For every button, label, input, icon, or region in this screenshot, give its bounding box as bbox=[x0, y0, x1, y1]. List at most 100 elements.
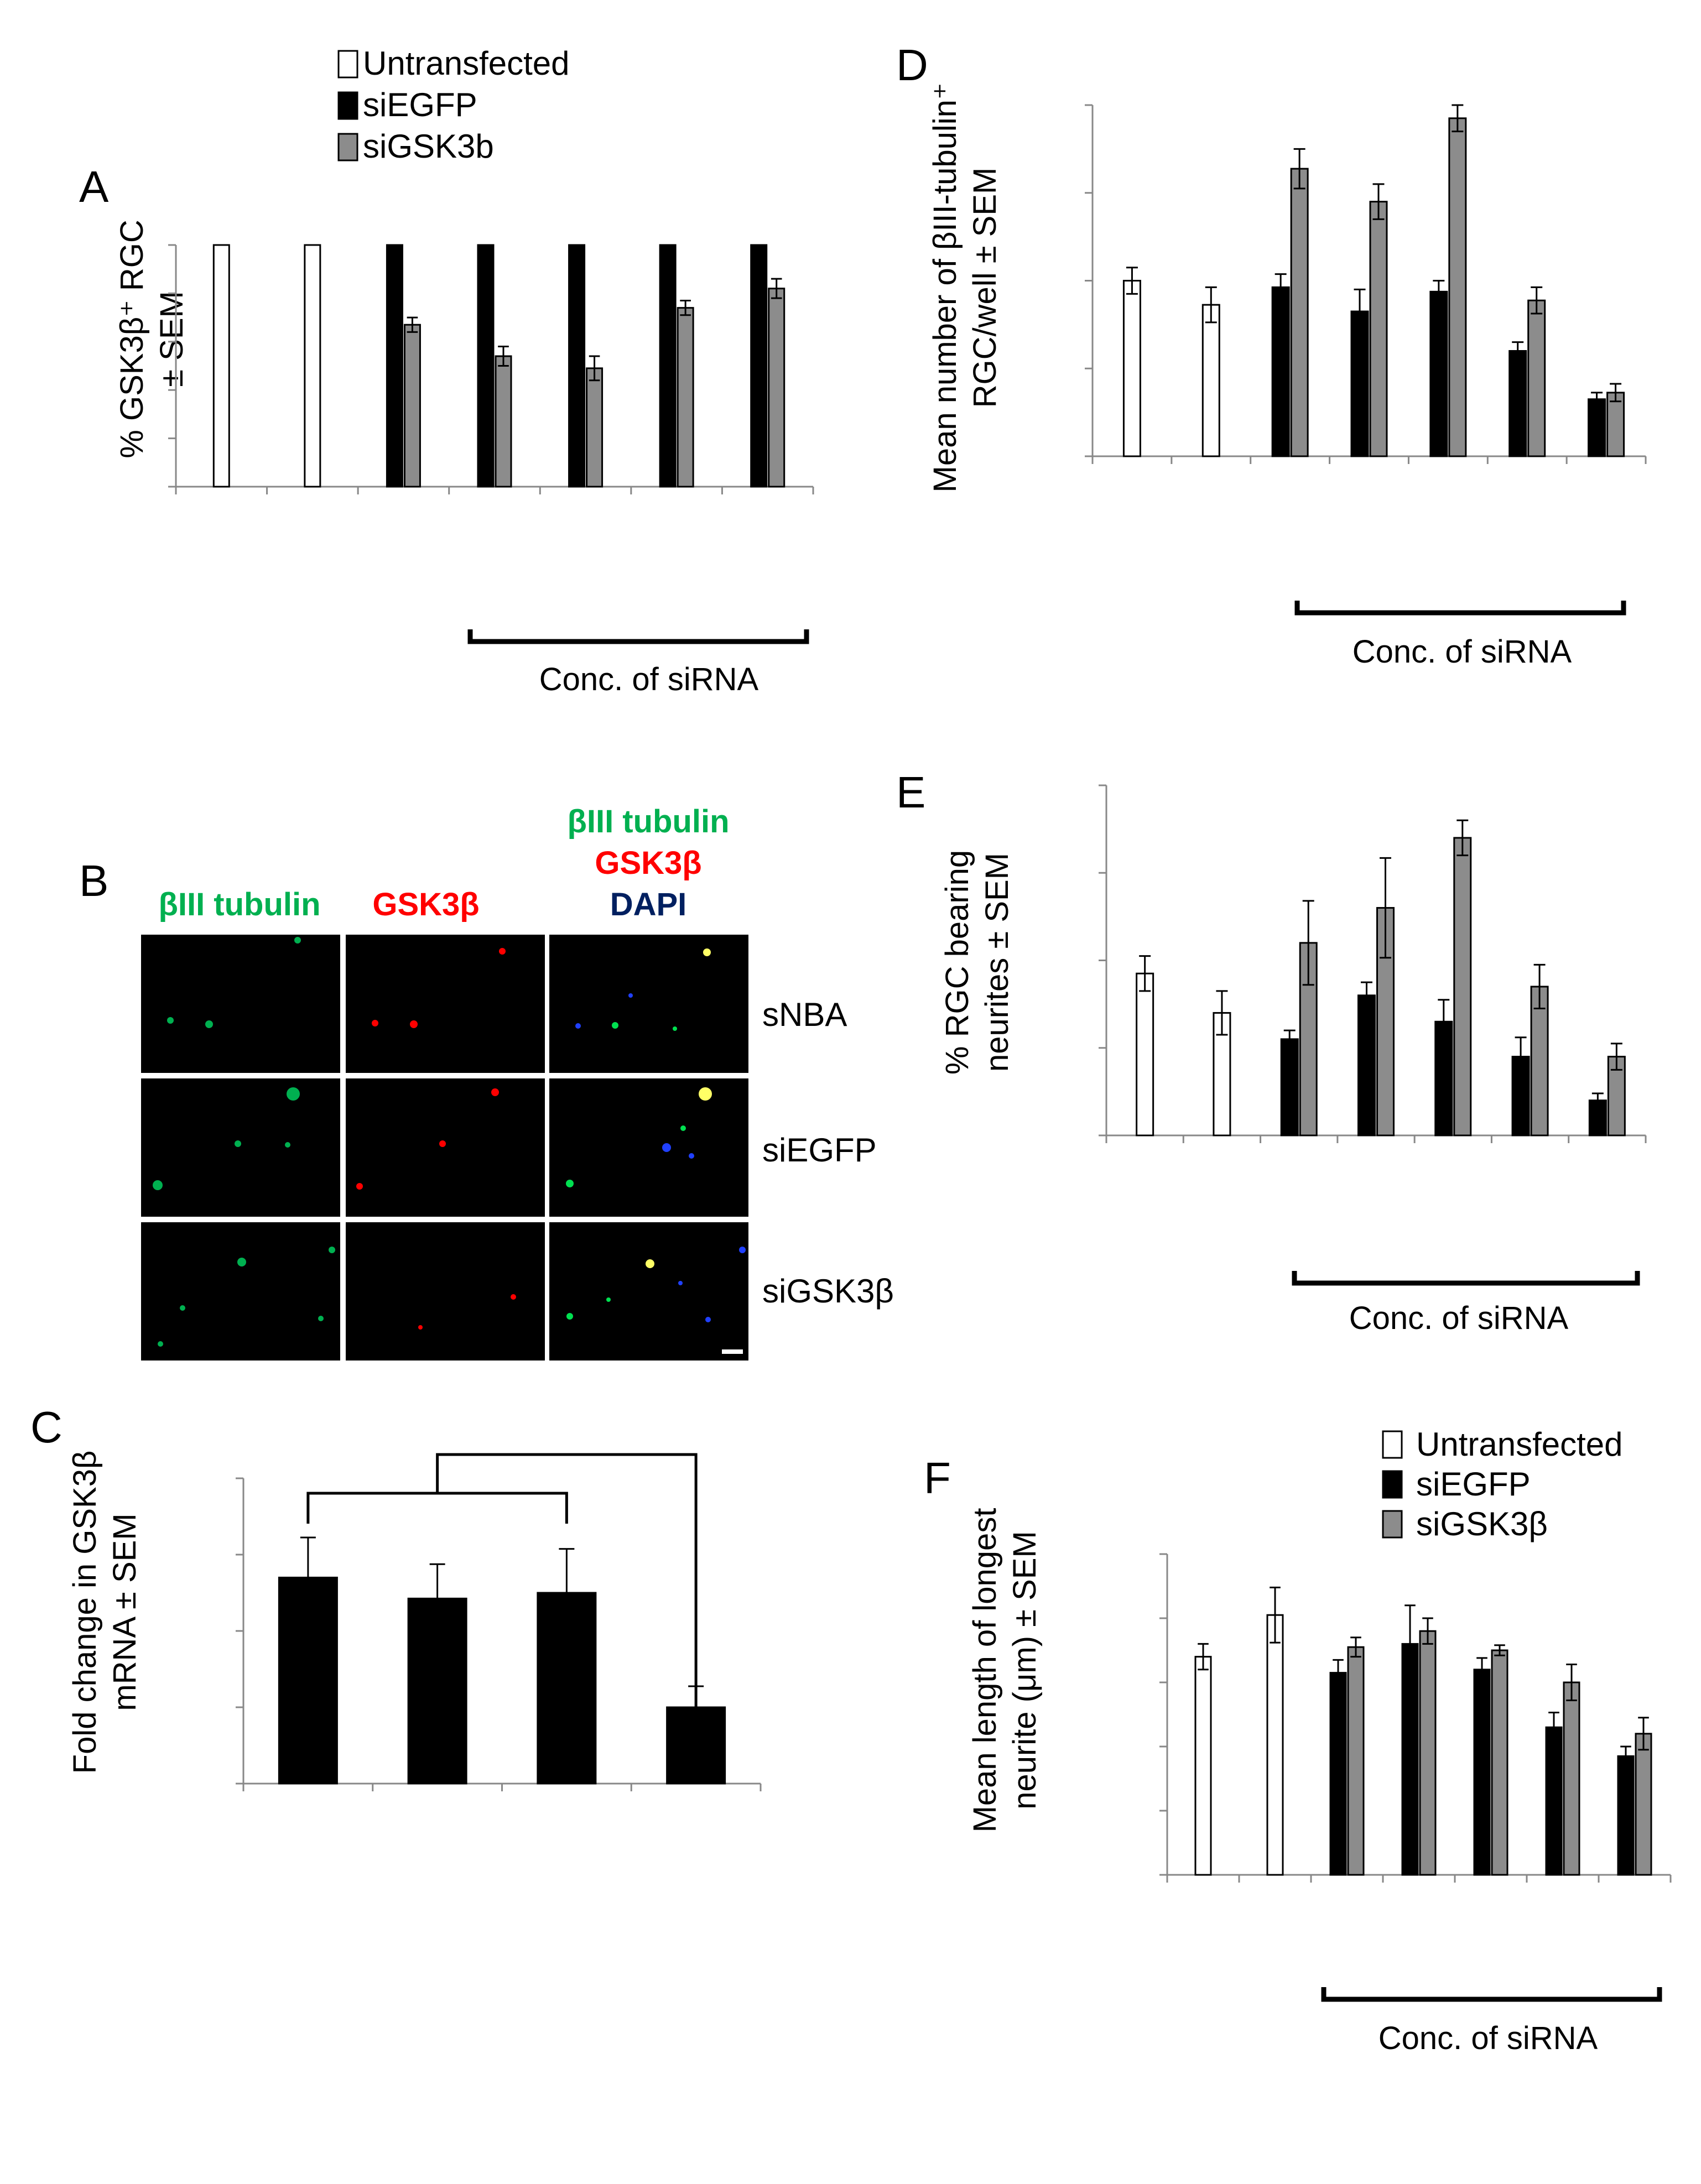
micrograph-image bbox=[549, 1222, 748, 1361]
bar bbox=[1329, 1672, 1347, 1876]
bar bbox=[278, 1576, 338, 1785]
chart-panel-a: Untransfected siEGFP siGSK3b % GSK3β⁺ RG… bbox=[114, 45, 814, 697]
cell-marker bbox=[612, 1022, 618, 1029]
micrograph-row-label: siEGFP bbox=[762, 1132, 877, 1169]
bar bbox=[407, 1597, 467, 1785]
legend-swatch-siegfp bbox=[1382, 1470, 1403, 1499]
bar bbox=[1201, 304, 1220, 457]
cell-marker bbox=[499, 948, 506, 955]
cell-marker bbox=[372, 1020, 378, 1026]
cell-marker bbox=[439, 1140, 446, 1147]
legend-swatch-siegfp bbox=[337, 91, 358, 120]
y-axis-title-line: % RGC bearing bbox=[939, 850, 975, 1075]
concentration-bracket bbox=[1321, 1987, 1662, 2002]
cell-marker bbox=[705, 1317, 711, 1322]
legend-swatch-sigsk3b bbox=[337, 133, 358, 161]
bar bbox=[1266, 1614, 1284, 1876]
bar bbox=[304, 244, 321, 488]
micrograph-image bbox=[549, 935, 748, 1073]
bar bbox=[386, 244, 403, 488]
cell-marker bbox=[235, 1140, 241, 1147]
panel-label-b: B bbox=[79, 856, 108, 905]
cell-marker bbox=[318, 1316, 324, 1321]
legend-label: siEGFP bbox=[363, 86, 477, 123]
bar bbox=[477, 244, 495, 488]
bar bbox=[1588, 398, 1606, 457]
bar bbox=[1419, 1630, 1437, 1876]
legend: Untransfected siEGFP siGSK3b bbox=[337, 45, 570, 165]
cell-marker bbox=[158, 1341, 163, 1347]
chart-panel-f: Untransfected siEGFP siGSK3β Mean length… bbox=[967, 1426, 1672, 2056]
cell-marker bbox=[703, 948, 711, 956]
cell-marker bbox=[673, 1026, 677, 1031]
micrograph-col-header: GSK3β bbox=[372, 887, 479, 922]
bracket-label: Conc. of siRNA bbox=[1349, 1300, 1569, 1336]
micrograph-image bbox=[346, 1222, 545, 1361]
chart-panel-d: Mean number of βIII-tubulin⁺ RGC/well ± S… bbox=[927, 82, 1647, 670]
bar bbox=[1545, 1726, 1563, 1876]
y-axis-title: Mean number of βIII-tubulin⁺ RGC/well ± S… bbox=[927, 82, 1003, 492]
y-axis-title-line: Mean number of βIII-tubulin⁺ bbox=[927, 82, 963, 492]
bar bbox=[1429, 290, 1448, 457]
cell-marker bbox=[329, 1247, 335, 1253]
bar bbox=[677, 307, 694, 488]
cell-marker bbox=[410, 1020, 418, 1028]
bar bbox=[1527, 299, 1546, 457]
micrograph-col-header: βIII tubulin bbox=[567, 804, 729, 840]
bar bbox=[1271, 286, 1290, 457]
y-axis-title-line: Mean length of longest bbox=[967, 1508, 1003, 1833]
y-axis-title-line: mRNA ± SEM bbox=[107, 1513, 143, 1711]
panel-label-e: E bbox=[896, 768, 925, 817]
bar bbox=[1347, 1646, 1365, 1876]
bar bbox=[403, 324, 421, 488]
cell-marker bbox=[566, 1313, 573, 1320]
bar bbox=[1453, 837, 1472, 1137]
bracket-label: Conc. of siRNA bbox=[1353, 634, 1572, 670]
micrograph-col-header: GSK3β bbox=[595, 845, 701, 881]
y-axis-title-line: ± SEM bbox=[154, 291, 190, 387]
cell-marker bbox=[491, 1088, 499, 1096]
cell-marker bbox=[739, 1247, 746, 1253]
bar bbox=[1448, 117, 1467, 457]
cell-marker bbox=[418, 1325, 423, 1330]
bar bbox=[1350, 310, 1369, 457]
cell-marker bbox=[153, 1180, 163, 1190]
bar bbox=[1635, 1733, 1652, 1876]
bar bbox=[212, 244, 230, 488]
bar bbox=[1299, 942, 1318, 1137]
bar bbox=[666, 1706, 726, 1785]
cell-marker bbox=[205, 1020, 213, 1028]
scale-bar bbox=[722, 1349, 743, 1354]
micrograph-image bbox=[549, 1078, 748, 1217]
chart-panel-c: Fold change in GSK3β mRNA ± SEM bbox=[67, 1451, 762, 1791]
bracket-label: Conc. of siRNA bbox=[1379, 2020, 1598, 2056]
y-axis-title: Mean length of longest neurite (μm) ± SEM bbox=[967, 1508, 1043, 1833]
legend-swatch-untransfected bbox=[1382, 1430, 1403, 1459]
y-axis-title: Fold change in GSK3β mRNA ± SEM bbox=[67, 1451, 143, 1774]
legend-label: Untransfected bbox=[363, 45, 570, 82]
legend-label: siEGFP bbox=[1416, 1466, 1531, 1503]
micrograph-image bbox=[141, 1222, 340, 1361]
cell-marker bbox=[689, 1153, 694, 1159]
cell-marker bbox=[662, 1143, 671, 1152]
y-axis-title-line: RGC/well ± SEM bbox=[967, 168, 1003, 408]
bar bbox=[1473, 1669, 1491, 1876]
y-axis-title-line: neurite (μm) ± SEM bbox=[1007, 1531, 1043, 1810]
micrograph-col-header: βIII tubulin bbox=[158, 887, 320, 922]
bar bbox=[1290, 168, 1309, 457]
cell-marker bbox=[167, 1017, 174, 1024]
micrograph-image bbox=[346, 1078, 545, 1217]
bar bbox=[495, 355, 512, 488]
bar bbox=[1280, 1038, 1299, 1137]
legend: Untransfected siEGFP siGSK3β bbox=[1382, 1426, 1623, 1542]
micrograph-image bbox=[141, 1078, 340, 1217]
bar bbox=[1563, 1681, 1580, 1876]
bar bbox=[1369, 201, 1388, 457]
micrograph-panel-b: βIII tubulin GSK3β βIII tubulin GSK3β DA… bbox=[141, 804, 894, 1361]
concentration-bracket bbox=[1294, 601, 1626, 616]
legend-label: Untransfected bbox=[1416, 1426, 1623, 1463]
comparison-bracket bbox=[436, 1453, 698, 1714]
bar bbox=[1357, 994, 1376, 1137]
cell-marker bbox=[566, 1180, 574, 1187]
